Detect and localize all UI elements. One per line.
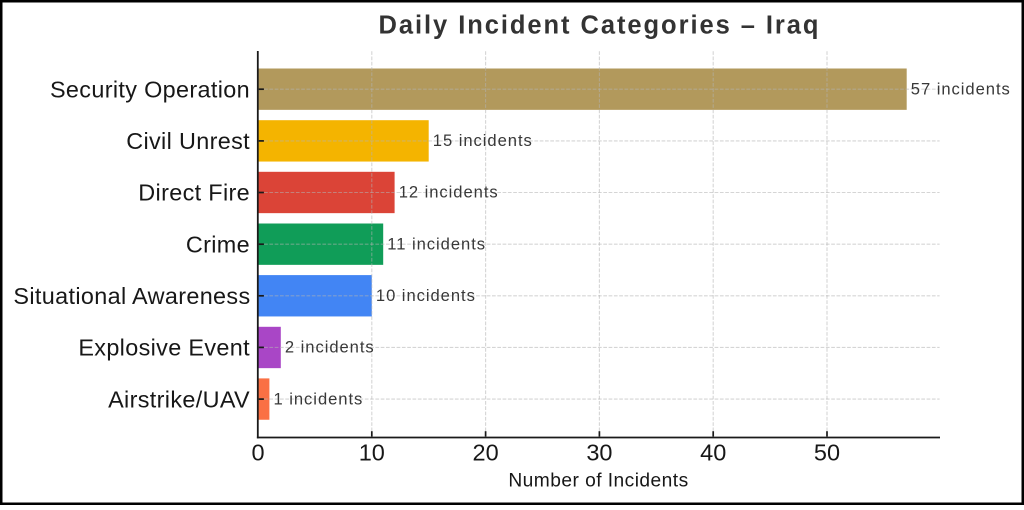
svg-text:10: 10 (359, 439, 385, 465)
svg-text:50: 50 (814, 439, 840, 465)
svg-text:0: 0 (251, 439, 264, 465)
svg-text:15 incidents: 15 incidents (433, 131, 533, 150)
svg-text:Direct Fire: Direct Fire (138, 180, 250, 206)
svg-text:10 incidents: 10 incidents (376, 286, 476, 305)
svg-text:57 incidents: 57 incidents (911, 79, 1011, 98)
svg-text:Security Operation: Security Operation (50, 76, 250, 102)
svg-text:12 incidents: 12 incidents (399, 183, 499, 202)
svg-text:30: 30 (586, 439, 612, 465)
svg-text:20: 20 (473, 439, 499, 465)
svg-text:Crime: Crime (186, 231, 250, 257)
svg-text:Number of Incidents: Number of Incidents (508, 471, 688, 492)
svg-text:Daily Incident Categories – Ir: Daily Incident Categories – Iraq (379, 12, 819, 40)
svg-text:Explosive Event: Explosive Event (78, 335, 250, 361)
svg-text:Situational Awareness: Situational Awareness (13, 283, 250, 309)
svg-text:Civil Unrest: Civil Unrest (126, 128, 250, 154)
svg-text:Airstrike/UAV: Airstrike/UAV (108, 386, 250, 412)
svg-text:2 incidents: 2 incidents (285, 338, 375, 357)
svg-text:40: 40 (700, 439, 726, 465)
svg-text:1 incidents: 1 incidents (274, 389, 364, 408)
svg-text:11 incidents: 11 incidents (387, 234, 486, 253)
